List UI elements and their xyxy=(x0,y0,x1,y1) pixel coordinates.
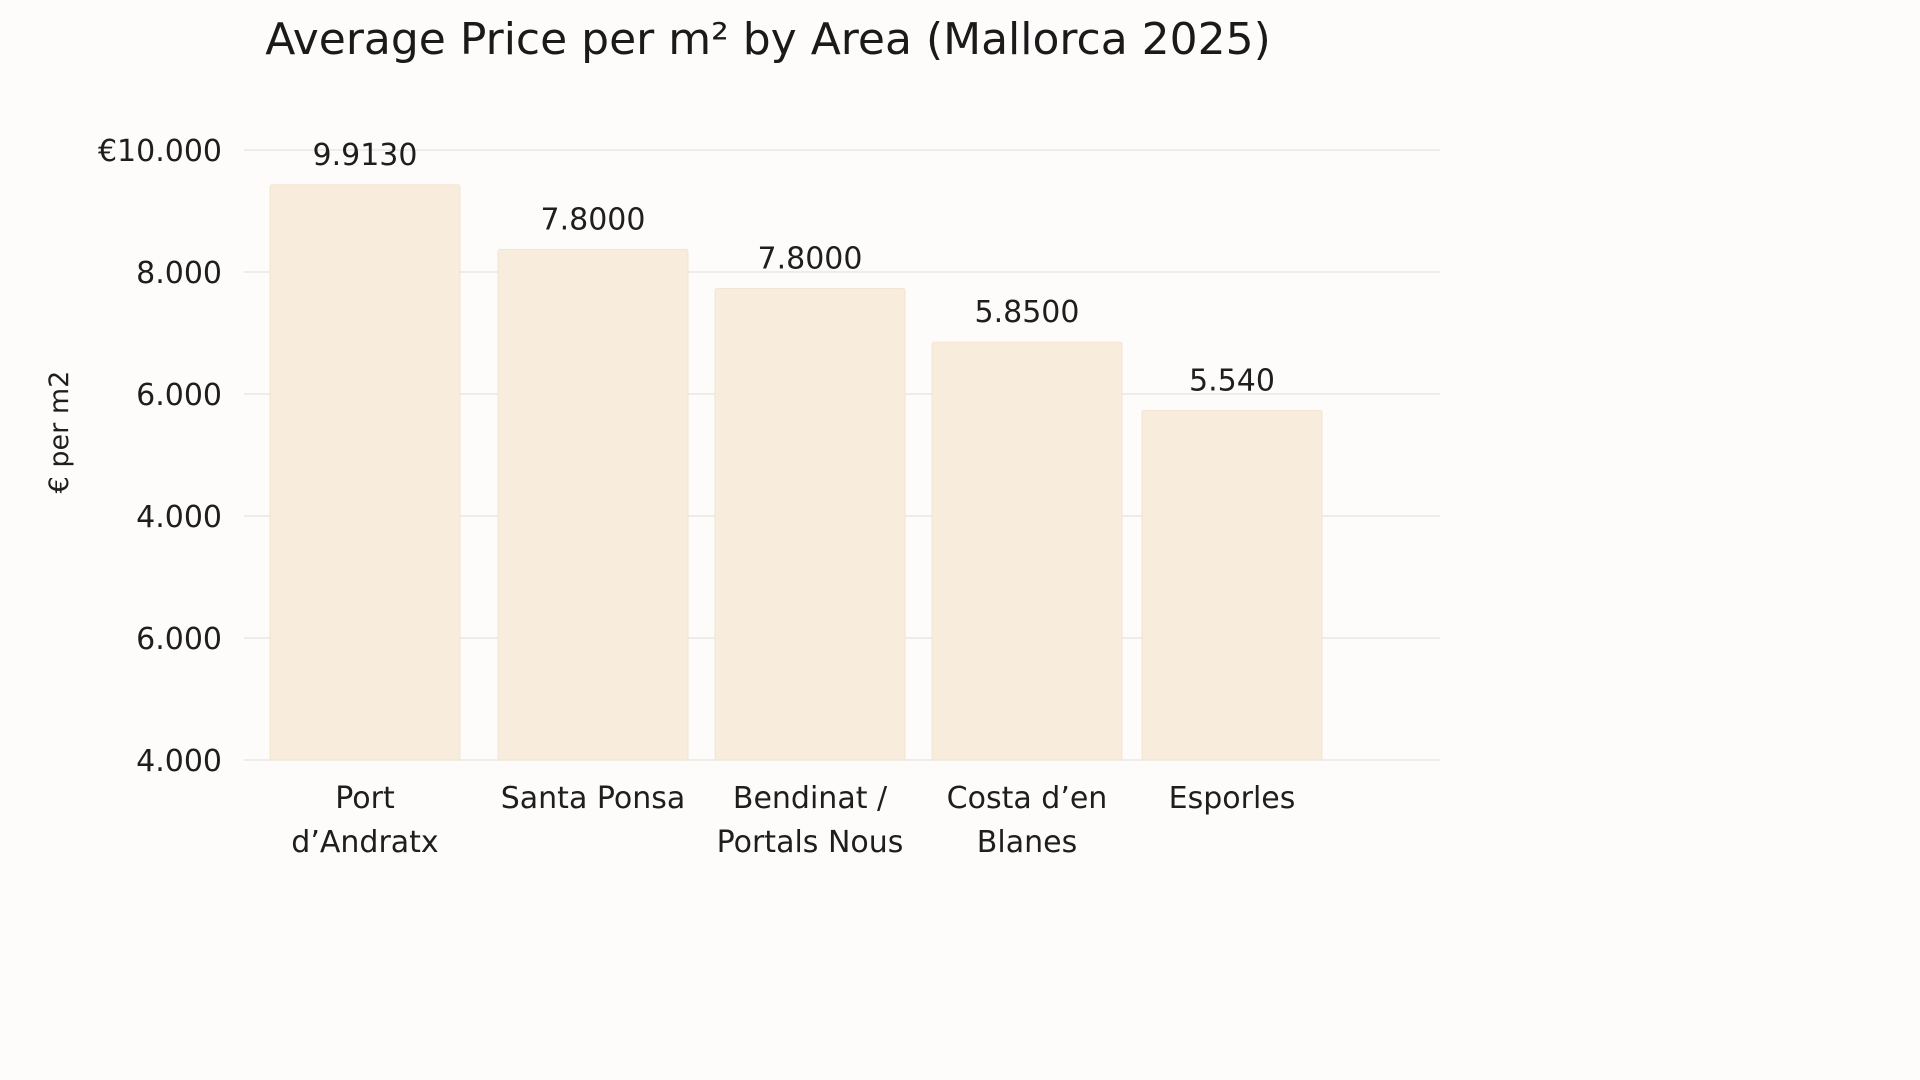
x-axis-categories: Port d’Andratx Santa Ponsa Bendinat / Portal… xyxy=(291,781,1295,860)
category-label: Santa Ponsa xyxy=(501,781,686,816)
chart-root: Average Price per m² by Area (Mallorca 2… xyxy=(44,14,1440,860)
bar xyxy=(931,341,1123,761)
y-tick-label: €10.000 xyxy=(98,134,222,169)
y-tick-label: 4.000 xyxy=(136,500,222,535)
chart-title: Average Price per m² by Area (Mallorca 2… xyxy=(265,14,1271,65)
bar xyxy=(714,287,906,761)
category-label: Bendinat / xyxy=(733,781,888,816)
bar xyxy=(497,248,689,761)
bar-chart: Average Price per m² by Area (Mallorca 2… xyxy=(44,14,1440,860)
bars xyxy=(269,184,1323,761)
data-label: 7.8000 xyxy=(541,202,646,237)
data-label: 9.9130 xyxy=(313,138,418,173)
y-tick-label: 6.000 xyxy=(136,622,222,657)
y-tick-label: 6.000 xyxy=(136,378,222,413)
category-label: Costa d’en xyxy=(947,781,1108,816)
data-labels: 9.9130 7.8000 7.8000 5.8500 5.540 xyxy=(313,138,1275,399)
y-axis-label: € per m2 xyxy=(44,371,75,494)
y-tick-label: 8.000 xyxy=(136,256,222,291)
category-label: Esporles xyxy=(1169,781,1296,816)
data-label: 5.540 xyxy=(1189,363,1275,398)
data-label: 7.8000 xyxy=(758,241,863,276)
bar xyxy=(1141,409,1323,761)
data-label: 5.8500 xyxy=(975,295,1080,330)
category-label: Blanes xyxy=(977,825,1077,860)
y-axis-ticks: €10.000 8.000 6.000 4.000 6.000 4.000 xyxy=(98,134,222,779)
y-tick-label: 4.000 xyxy=(136,744,222,779)
category-label: Port xyxy=(335,781,395,816)
category-label: d’Andratx xyxy=(291,825,438,860)
bar xyxy=(269,184,461,761)
category-label: Portals Nous xyxy=(717,825,904,860)
